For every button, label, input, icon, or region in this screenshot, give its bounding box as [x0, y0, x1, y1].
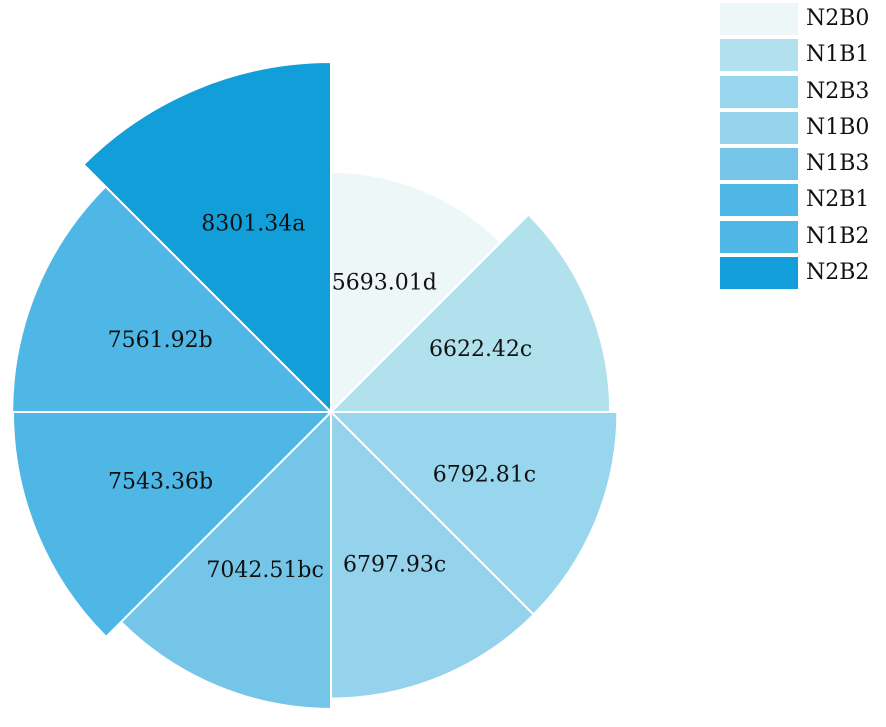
legend-swatch — [720, 148, 798, 181]
legend-item: N1B1 — [720, 39, 886, 72]
legend-label: N1B3 — [806, 151, 870, 177]
data-label-n2b0: 5693.01d — [332, 270, 437, 295]
legend-item: N1B0 — [720, 111, 886, 144]
rose-chart: 5693.01d 6622.42c 6792.81c 6797.93c 7042.51b… — [11, 60, 619, 710]
legend-item: N2B0 — [720, 3, 886, 35]
rose-slice-n1b0 — [330, 409, 536, 700]
data-label-n2b3: 6792.81c — [433, 463, 536, 488]
legend: N2B0 N1B1 N2B3 N1B0 N1B3 N2B1 N1B2 N2B2 — [720, 3, 886, 293]
legend-item: N2B3 — [720, 75, 886, 108]
rose-slice-n2b2 — [82, 60, 332, 415]
legend-swatch — [720, 111, 798, 144]
legend-swatch — [720, 257, 798, 290]
data-label-n1b3: 7042.51bc — [206, 558, 323, 583]
legend-label: N2B0 — [806, 6, 870, 31]
data-label-n1b2: 7561.92b — [108, 328, 213, 353]
data-label-n1b0: 6797.93c — [343, 553, 446, 578]
legend-swatch — [720, 3, 798, 35]
legend-item: N2B2 — [720, 257, 886, 290]
rose-slice-n1b2 — [11, 185, 334, 413]
rose-slice-n2b1 — [11, 411, 334, 639]
legend-label: N2B3 — [806, 78, 870, 104]
legend-label: N1B1 — [806, 42, 870, 68]
rose-slice-n1b1 — [328, 213, 612, 413]
legend-swatch — [720, 184, 798, 217]
rose-slice-n1b3 — [119, 409, 332, 710]
legend-swatch — [720, 75, 798, 108]
legend-item: N1B2 — [720, 220, 886, 253]
legend-label: N2B1 — [806, 187, 870, 213]
legend-item: N2B1 — [720, 184, 886, 217]
legend-swatch — [720, 220, 798, 253]
rose-slice-n2b0 — [330, 170, 503, 415]
legend-label: N1B0 — [806, 114, 870, 140]
legend-swatch — [720, 39, 798, 72]
data-label-n2b2: 8301.34a — [201, 211, 305, 236]
data-label-n2b1: 7543.36b — [108, 470, 213, 495]
legend-item: N1B3 — [720, 148, 886, 181]
rose-slice-n2b3 — [328, 411, 619, 616]
legend-label: N2B2 — [806, 260, 870, 286]
data-label-n1b1: 6622.42c — [429, 337, 532, 362]
legend-label: N1B2 — [806, 223, 870, 249]
